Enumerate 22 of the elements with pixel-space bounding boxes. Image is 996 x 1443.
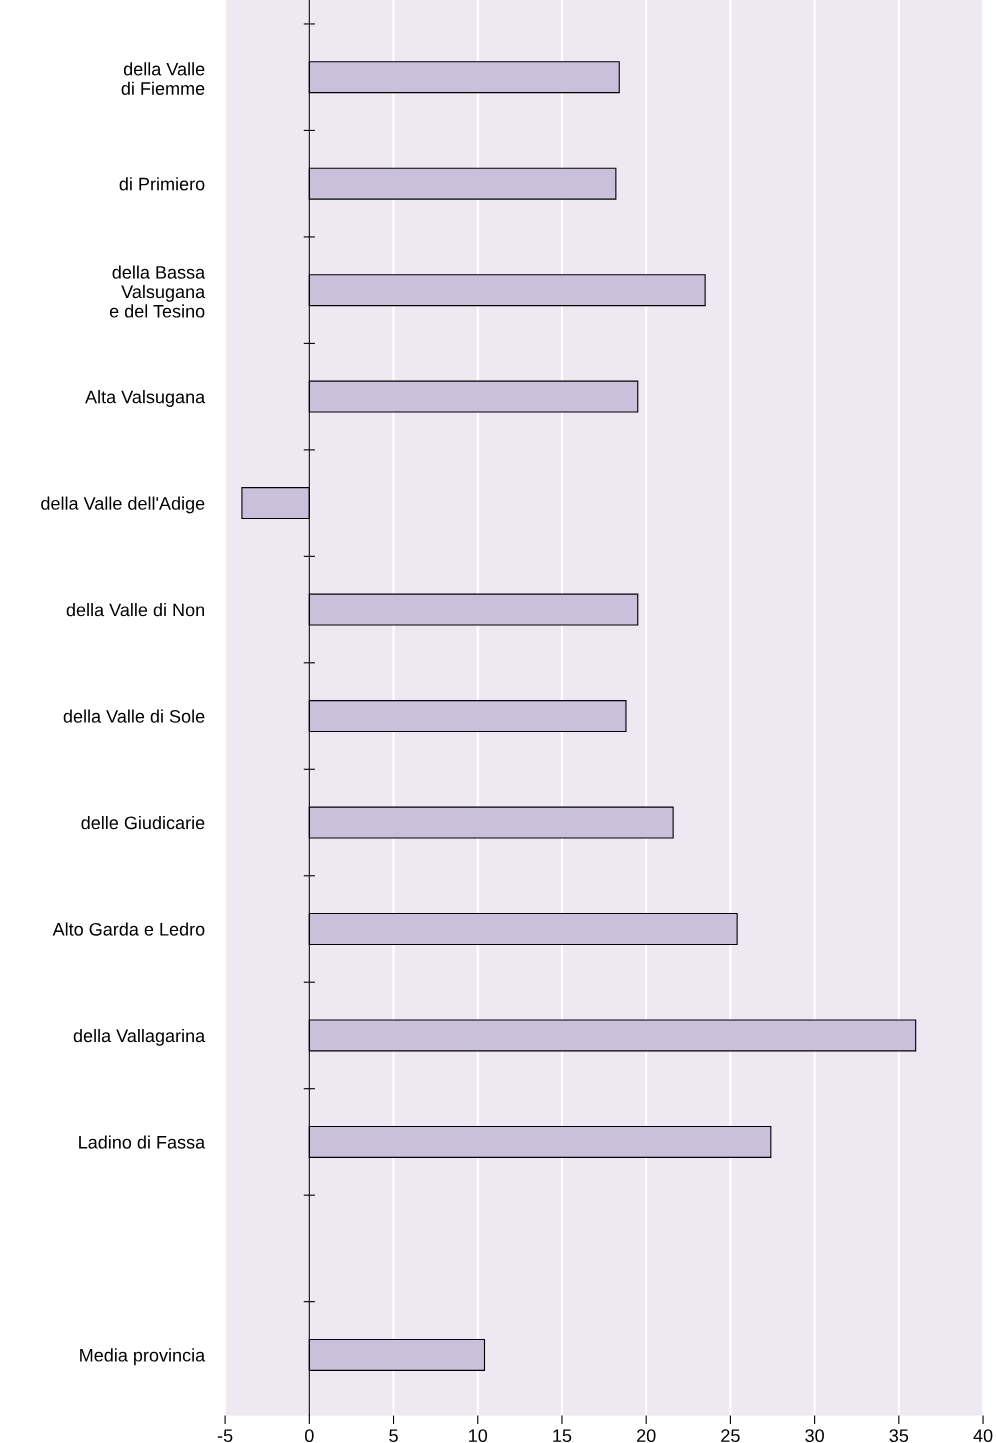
x-tick-label: 30 [805, 1429, 824, 1443]
y-tick-label: Media provincia [80, 1348, 206, 1366]
y-tick-label: della Valle di Sole [63, 709, 205, 723]
x-tick-label: 10 [469, 1429, 488, 1443]
y-tick-label: della Valle di Fiemme [121, 62, 205, 95]
y-tick-label: Alto Garda e Ledro [52, 922, 205, 936]
y-tick-label: delle Giudicarie [81, 815, 205, 830]
x-tick-label: 0 [305, 1429, 314, 1443]
y-tick-label: della Bassa Valsugana e del Tesino [109, 265, 206, 318]
x-tick-label: 40 [973, 1429, 993, 1443]
y-tick-label: Alta Valsugana [85, 390, 206, 407]
x-tick-label: 20 [637, 1429, 656, 1443]
y-tick-label: Ladino di Fassa [79, 1135, 206, 1149]
y-tick-label: di Primiero [119, 177, 205, 191]
x-tick-label: 25 [721, 1429, 740, 1443]
x-tick-label: 35 [889, 1429, 909, 1443]
x-tick-label: 15 [553, 1429, 572, 1443]
x-tick-label: -5 [217, 1429, 233, 1443]
y-tick-label: della Vallagarina [73, 1028, 206, 1046]
x-tick-label: 5 [389, 1429, 398, 1443]
y-tick-label: della Valle di Non [66, 603, 204, 617]
y-tick-label: della Valle dell'Adige [41, 496, 205, 514]
